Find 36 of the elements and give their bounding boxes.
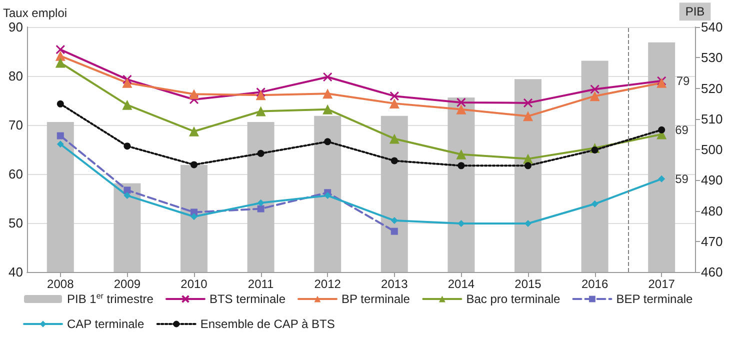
data-label: 59: [675, 172, 689, 186]
x-tick-label: 2011: [248, 277, 274, 291]
y-tick-label: 60: [8, 166, 23, 182]
legend-label: BEP terminale: [616, 292, 694, 306]
y2-axis-title: PIB: [685, 4, 705, 19]
data-label: 69: [675, 122, 689, 137]
y2-tick-label: 540: [701, 20, 723, 34]
legend-label: Ensemble de CAP à BTS: [200, 317, 335, 331]
legend-label: BP terminale: [341, 292, 410, 306]
y2-tick-label: 500: [701, 142, 723, 157]
y2-tick-label: 480: [701, 203, 723, 218]
y-tick-label: 50: [8, 216, 23, 230]
x-tick-label: 2009: [114, 277, 141, 291]
x-tick-label: 2016: [581, 277, 608, 291]
y-axis-title: Taux emploi: [3, 6, 68, 20]
y-tick-label: 40: [8, 264, 23, 280]
legend-label: CAP terminale: [67, 317, 144, 331]
y2-tick-label: 490: [701, 172, 723, 188]
x-tick-label: 2012: [314, 277, 342, 291]
y2-tick-label: 520: [701, 80, 723, 96]
legend-label: BTS terminale: [209, 292, 286, 306]
legend-label: Bac pro terminale: [466, 292, 561, 306]
y2-tick-label: 460: [701, 264, 723, 280]
x-tick-label: 2015: [514, 277, 542, 291]
y-tick-label: 90: [8, 20, 23, 34]
y2-tick-label: 510: [701, 111, 723, 126]
data-label: 79: [676, 74, 690, 88]
y-tick-label: 80: [8, 68, 23, 84]
x-tick-label: 2008: [47, 277, 74, 291]
x-tick-label: 2010: [180, 277, 208, 291]
y-tick-label: 70: [8, 118, 23, 132]
y2-tick-label: 530: [701, 50, 723, 66]
x-tick-label: 2014: [448, 277, 475, 291]
y2-tick-label: 470: [701, 234, 723, 249]
x-tick-label: 2013: [381, 277, 408, 291]
x-tick-label: 2017: [648, 277, 676, 291]
